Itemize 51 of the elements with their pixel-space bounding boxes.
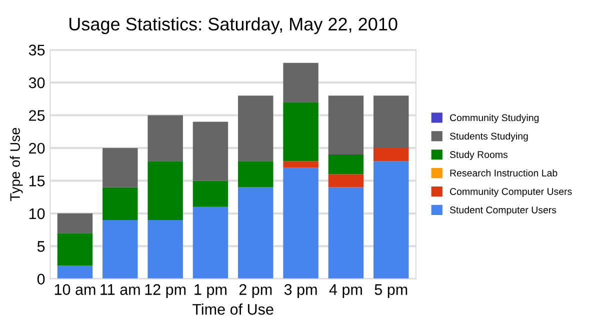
bar — [283, 62, 318, 102]
bar — [148, 115, 183, 162]
bar — [283, 168, 318, 279]
x-tick-label: 3 pm — [284, 284, 317, 298]
legend-label: Community Computer Users — [450, 188, 572, 197]
bar — [374, 96, 409, 148]
bar — [192, 122, 228, 181]
y-tick-label: 15 — [29, 176, 45, 186]
y-axis-title: Type of Use — [10, 128, 23, 202]
bar — [238, 161, 274, 188]
bar — [328, 96, 364, 155]
legend-label: Research Instruction Lab — [450, 169, 558, 176]
x-tick-label: 12 pm — [145, 284, 186, 298]
bar — [148, 220, 183, 279]
bar — [148, 161, 183, 220]
y-tick-label: 5 — [37, 241, 45, 252]
bar — [192, 180, 228, 207]
x-tick-label: 2 pm — [239, 284, 272, 298]
bar — [328, 174, 364, 188]
bar — [328, 187, 364, 279]
bar — [102, 187, 138, 220]
y-tick-label: 35 — [28, 44, 45, 56]
bar — [283, 102, 318, 162]
x-tick-label: 1 pm — [194, 284, 226, 298]
bar — [283, 161, 318, 168]
y-tick-label: 0 — [37, 274, 45, 285]
bar — [328, 154, 364, 174]
bar — [238, 96, 274, 162]
legend-label: Study Rooms — [450, 150, 508, 160]
bar — [102, 220, 138, 279]
bar — [102, 148, 138, 188]
y-tick-label: 10 — [29, 208, 45, 220]
x-tick-label: 5 pm — [374, 284, 408, 298]
bar — [57, 266, 93, 279]
legend-label: Community Studying — [450, 114, 539, 124]
bar — [57, 233, 93, 266]
bar — [57, 213, 93, 234]
x-tick-label: 11 am — [100, 284, 140, 295]
bar — [374, 148, 409, 162]
x-tick-label: 4 pm — [329, 284, 362, 298]
legend-label: Student Computer Users — [450, 206, 556, 216]
bar — [374, 161, 409, 279]
x-tick-label: 10 am — [54, 284, 96, 295]
chart-title: Usage Statistics: Saturday, May 22, 2010 — [70, 17, 398, 34]
y-tick-label: 25 — [29, 110, 45, 121]
y-tick-label: 20 — [29, 142, 45, 154]
y-tick-label: 30 — [28, 77, 45, 88]
x-axis-title: Time of Use — [192, 304, 274, 315]
bar — [238, 187, 274, 279]
legend-label: Students Studying — [450, 132, 528, 142]
bar — [192, 206, 228, 279]
